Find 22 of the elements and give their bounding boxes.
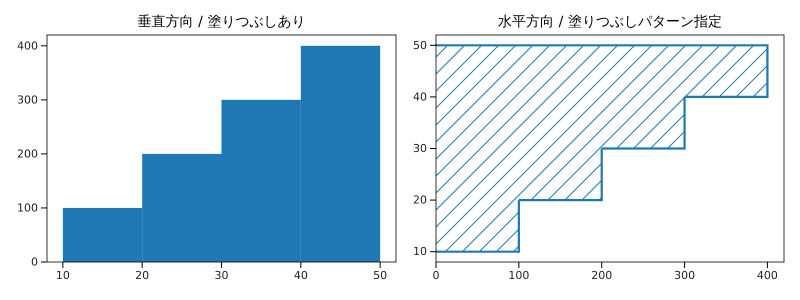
x-tick-label: 100	[508, 268, 530, 282]
y-tick-label: 50	[413, 38, 427, 52]
chart-title: 水平方向 / 塗りつぶしパターン指定	[498, 14, 722, 30]
y-tick-label: 20	[413, 194, 427, 207]
x-tick-label: 10	[56, 268, 70, 282]
y-tick-label: 40	[413, 90, 427, 104]
x-tick-label: 400	[756, 268, 778, 282]
x-tick-label: 50	[373, 268, 388, 282]
y-tick-label: 300	[17, 93, 38, 106]
x-tick-label: 200	[591, 268, 612, 282]
x-tick-label: 0	[432, 268, 440, 282]
x-tick-label: 20	[135, 268, 150, 282]
chart-title: 垂直方向 / 塗りつぶしあり	[138, 14, 306, 30]
x-tick-label: 40	[294, 268, 308, 282]
y-tick-label: 10	[413, 245, 427, 258]
y-tick-label: 200	[17, 147, 38, 160]
y-tick-label: 30	[413, 142, 427, 156]
x-tick-label: 30	[214, 268, 228, 282]
y-tick-label: 0	[31, 256, 38, 269]
y-tick-label: 100	[17, 201, 38, 214]
y-tick-label: 400	[17, 39, 38, 52]
x-tick-label: 300	[674, 268, 696, 282]
